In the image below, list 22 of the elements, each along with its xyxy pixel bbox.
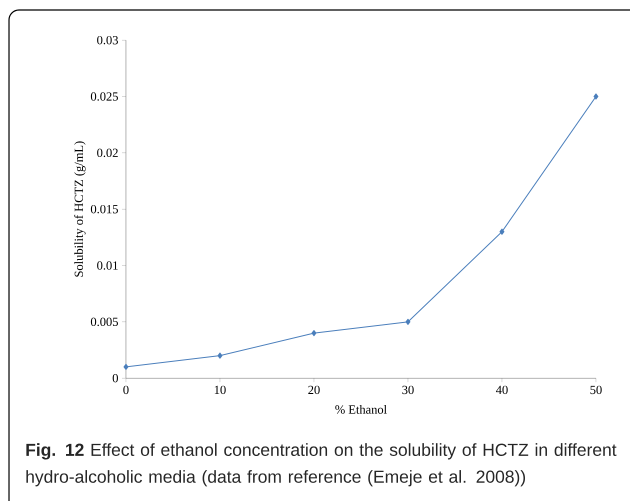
x-tick-label: 0	[123, 386, 129, 394]
y-tick-label: 0.03	[97, 36, 118, 44]
point	[594, 93, 598, 100]
point	[218, 352, 222, 359]
point	[406, 318, 410, 325]
point	[312, 330, 316, 336]
y-axis-title: Solubility of HCTZ (g/mL)	[74, 141, 86, 277]
point	[124, 364, 128, 370]
y-tick-label: 0.025	[90, 92, 118, 101]
x-tick-label: 30	[402, 386, 414, 394]
x-axis-title: % Ethanol	[335, 404, 387, 414]
x-tick-label: 40	[496, 386, 508, 394]
y-tick-label: 0.015	[90, 204, 118, 214]
y-tick-label: 0.02	[97, 148, 118, 158]
y-tick-label: 0	[112, 374, 118, 382]
x-tick-label: 50	[590, 386, 602, 394]
y-tick-label: 0.01	[97, 261, 118, 270]
point	[500, 228, 504, 235]
y-tick-label: 0.005	[90, 318, 118, 326]
text: Fig. 12 Effect of ethanol concentration on the solubility of HCTZ in different hydro-alcoholic media (data from reference (Emeje et al. 2008))	[26, 443, 616, 486]
x-tick-label: 20	[308, 386, 320, 394]
x-tick-label: 10	[214, 386, 226, 394]
